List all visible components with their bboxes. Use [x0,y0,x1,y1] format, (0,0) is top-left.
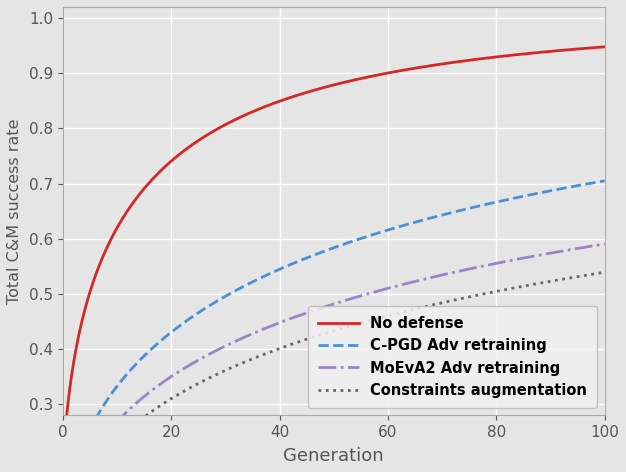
No defense [450,59,458,65]
Line: No defense: No defense [63,47,605,465]
MoEvA2 Adv retraining [480,263,487,269]
Y-axis label: Total C&M success rate: Total C&M success rate [7,118,22,304]
Legend: No defense, C-PGD Adv retraining, MoEvA2 Adv retraining, Constraints augmentatio: No defense, C-PGD Adv retraining, MoEvA2… [307,306,597,408]
Constraints augmentation [450,297,458,303]
No defense [480,56,487,61]
Constraints augmentation [324,330,331,336]
Line: MoEvA2 Adv retraining: MoEvA2 Adv retraining [63,244,605,472]
MoEvA2 Adv retraining [324,303,331,309]
Constraints augmentation [601,270,608,275]
C-PGD Adv retraining [542,189,550,194]
Constraints augmentation [542,279,550,285]
C-PGD Adv retraining [324,247,331,253]
No defense [66,383,74,389]
C-PGD Adv retraining [450,209,458,215]
MoEvA2 Adv retraining [601,241,608,247]
C-PGD Adv retraining [601,178,608,184]
X-axis label: Generation: Generation [284,447,384,465]
C-PGD Adv retraining [480,202,487,208]
Line: Constraints augmentation: Constraints augmentation [63,272,605,472]
Constraints augmentation [480,291,487,297]
No defense [542,49,550,55]
Line: C-PGD Adv retraining: C-PGD Adv retraining [63,181,605,472]
No defense [324,84,331,89]
MoEvA2 Adv retraining [450,270,458,275]
No defense [63,408,71,414]
MoEvA2 Adv retraining [542,251,550,257]
No defense [601,44,608,50]
No defense [59,462,66,468]
